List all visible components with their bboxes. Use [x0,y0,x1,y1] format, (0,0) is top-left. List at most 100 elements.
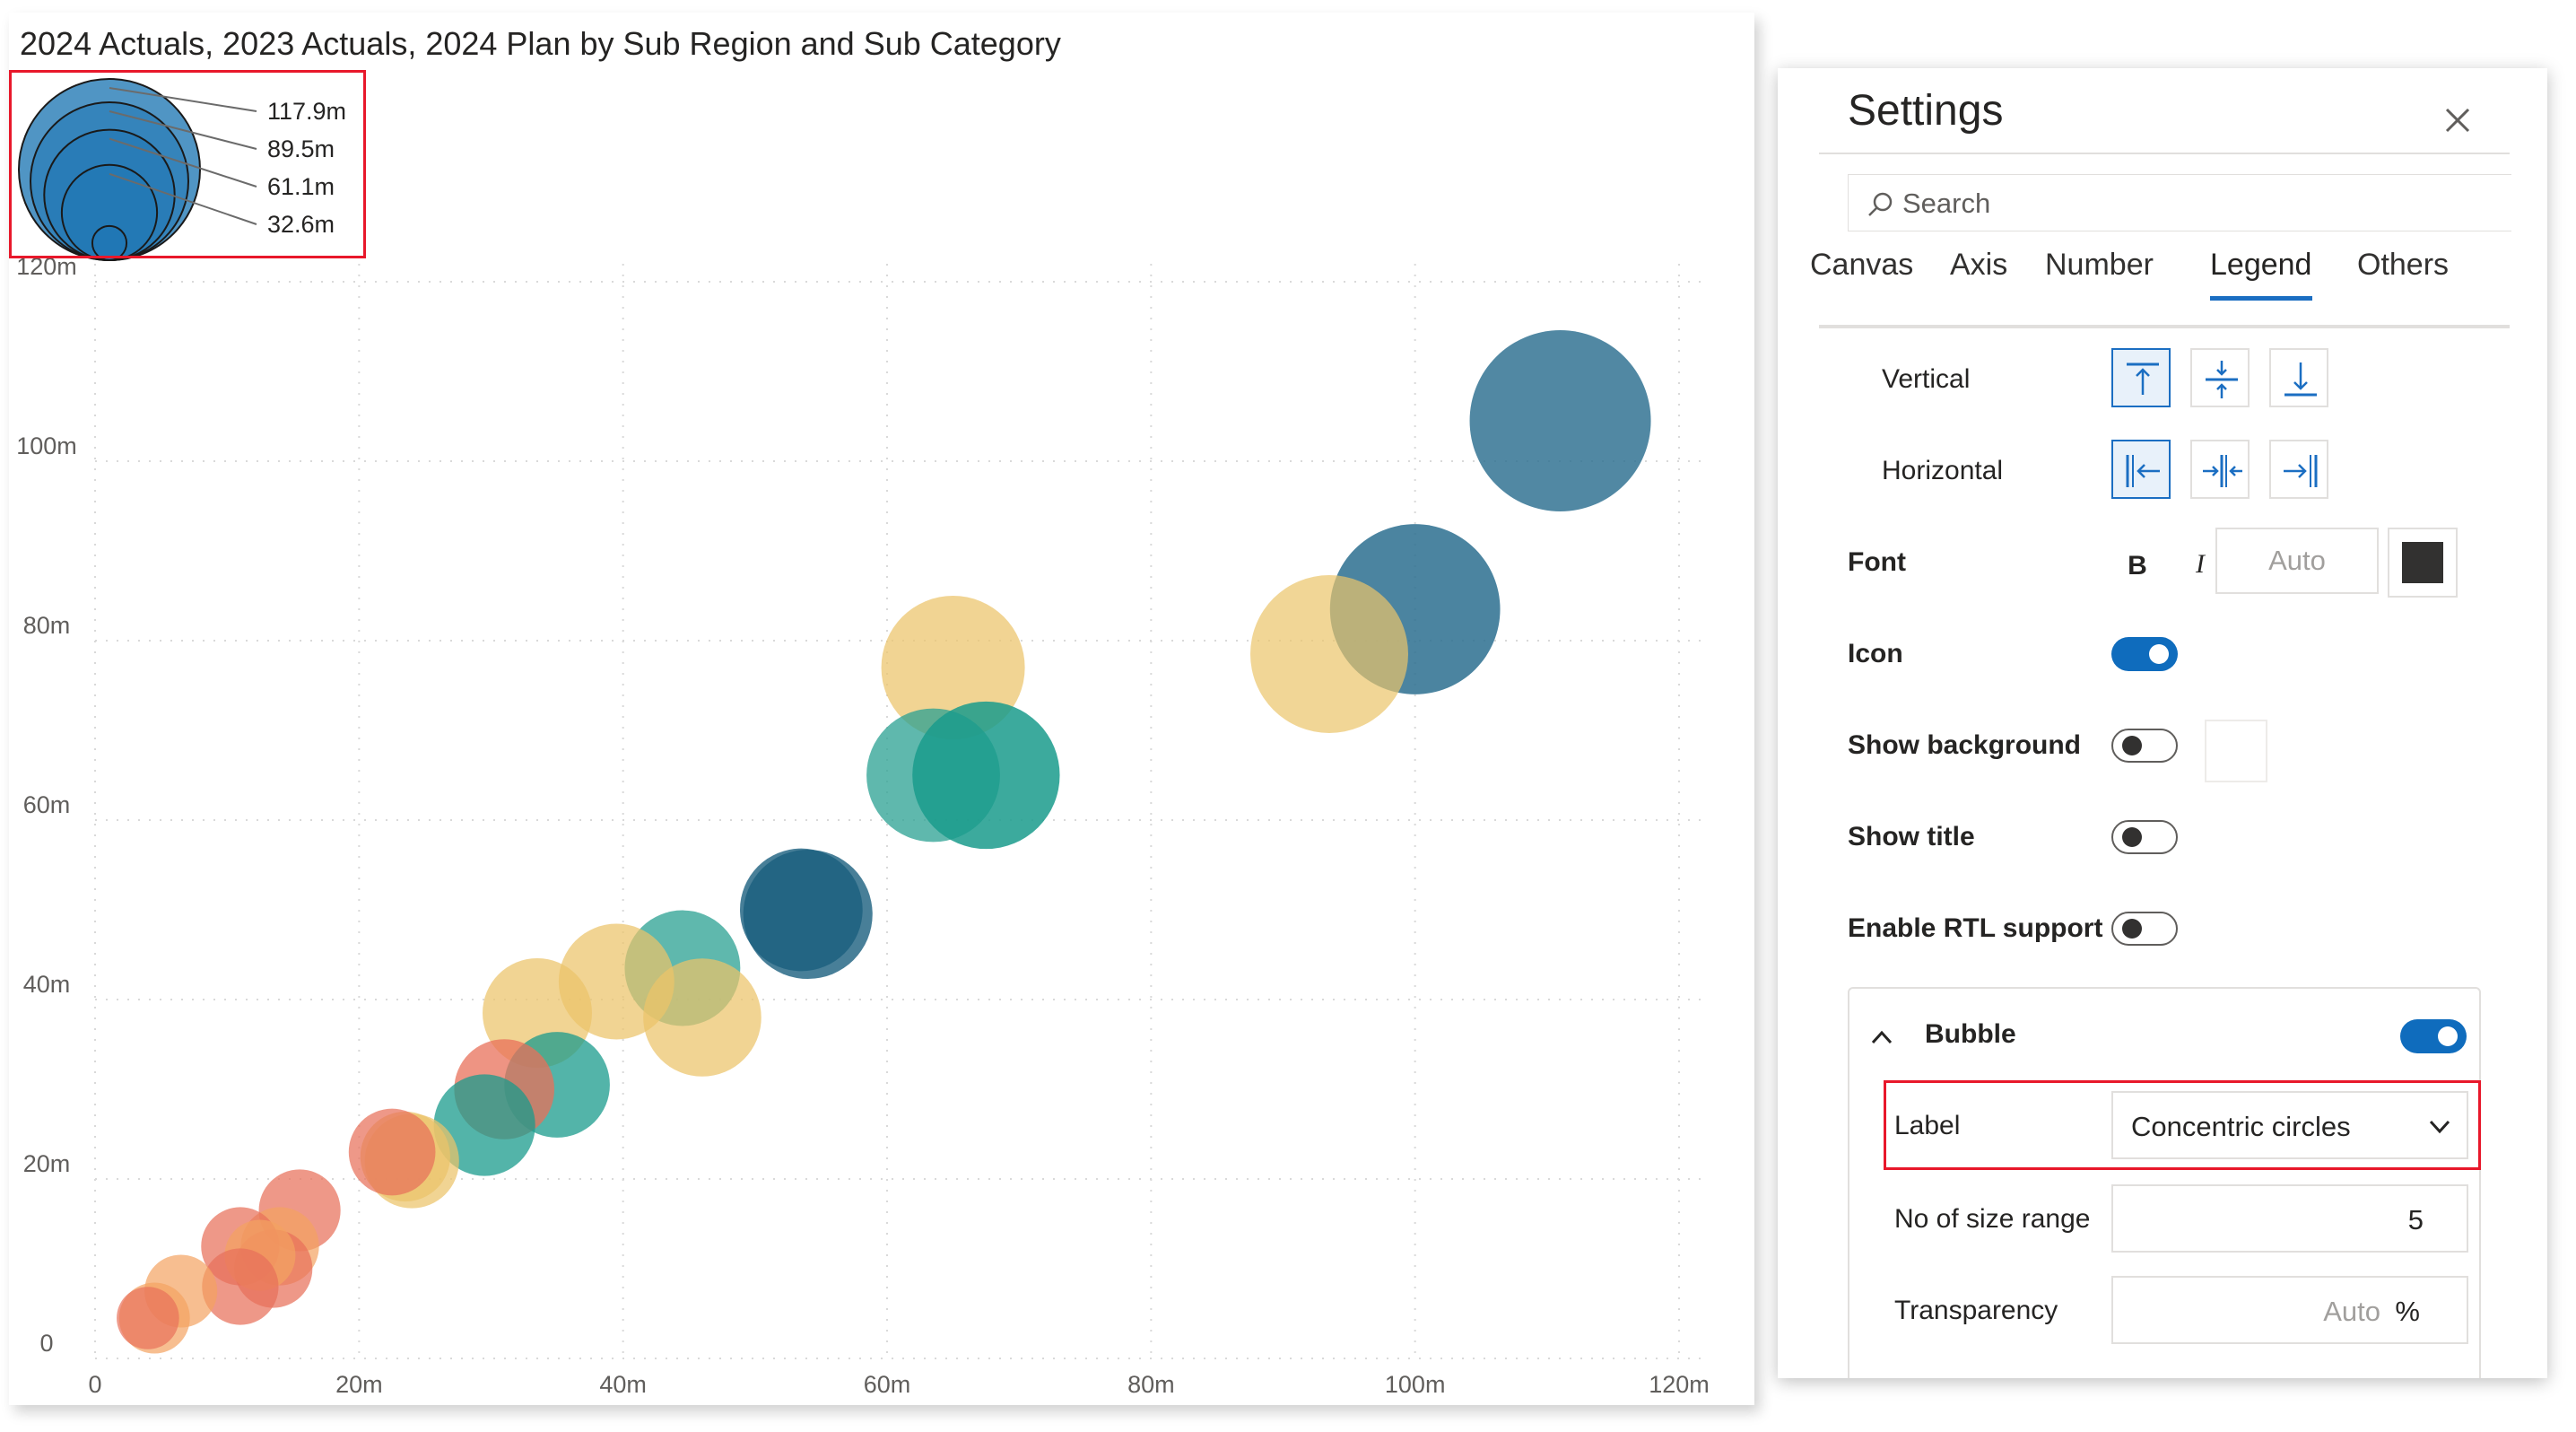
y-tick-label: 40m [23,971,71,998]
tab-legend[interactable]: Legend [2210,248,2312,282]
label-field-label: Label [1894,1111,1961,1140]
align-top-button[interactable] [2111,348,2171,407]
label-select[interactable]: Concentric circles [2111,1091,2468,1159]
tab-canvas[interactable]: Canvas [1810,248,1914,282]
show-title-label: Show title [1848,822,1975,851]
icon-label: Icon [1848,639,1903,668]
close-icon [2445,108,2470,133]
font-size-input[interactable] [2215,528,2379,594]
legend-label: 32.6m [267,211,335,238]
active-tab-indicator [2210,296,2312,301]
toggle-knob [2438,1026,2458,1046]
toggle-knob [2149,644,2169,664]
x-tick-label: 20m [335,1371,383,1398]
align-bottom-icon [2284,362,2317,397]
size-range-input[interactable]: 5 [2111,1184,2468,1253]
close-button[interactable] [2441,104,2474,136]
legend-label: 89.5m [267,135,335,162]
align-center-icon [2203,455,2242,487]
align-left-button[interactable] [2111,440,2171,499]
align-left-icon [2126,455,2160,487]
bubble [202,1248,279,1325]
size-range-label: No of size range [1894,1204,2091,1234]
bubble [117,1287,179,1349]
toggle-knob [2122,736,2142,755]
legend-label: 117.9m [267,98,346,125]
bubble [643,958,761,1077]
y-tick-label: 120m [16,253,77,280]
settings-title: Settings [1848,87,2004,135]
font-label: Font [1848,547,1906,577]
transparency-value: Auto [2323,1296,2380,1327]
axis-layer: 0 20m 40m 60m 80m 100m 120m 0 20m 40m 60m 80m 100m 12… [16,253,1710,1398]
chevron-down-icon [2429,1120,2450,1134]
legend-circle [91,224,128,262]
legend-label: 61.1m [267,173,335,200]
bubble [1250,575,1409,733]
size-legend: 117.9m 89.5m 61.1m 32.6m [18,78,346,262]
legend-leader-line [109,137,257,188]
font-color-picker[interactable] [2388,528,2458,598]
y-tick-label: 80m [23,612,71,639]
label-select-value: Concentric circles [2131,1111,2351,1142]
align-middle-button[interactable] [2190,348,2250,407]
y-tick-label: 20m [23,1150,71,1177]
legend-leader-line [109,110,257,150]
bubble [433,1074,535,1176]
italic-button[interactable]: I [2196,549,2205,579]
x-tick-label: 120m [1649,1371,1710,1398]
search-input[interactable] [1901,182,2442,225]
legend-leader-line [109,87,257,112]
icon-toggle[interactable] [2111,637,2178,671]
bubble [348,1108,436,1196]
bubble-toggle[interactable] [2400,1019,2467,1053]
enable-rtl-toggle[interactable] [2111,912,2178,946]
chart-title: 2024 Actuals, 2023 Actuals, 2024 Plan by… [20,25,1061,62]
tab-axis[interactable]: Axis [1950,248,2008,282]
transparency-label: Transparency [1894,1296,2058,1325]
y-tick-label: 60m [23,791,71,818]
bold-button[interactable]: B [2128,551,2147,581]
bubble-chart: 0 20m 40m 60m 80m 100m 120m 0 20m 40m 60m 80m 100m 12… [16,78,1710,1398]
background-color-picker[interactable] [2205,720,2267,782]
align-center-button[interactable] [2190,440,2250,499]
chevron-up-icon[interactable] [1869,1025,1894,1050]
chart-card: 2024 Actuals, 2023 Actuals, 2024 Plan by… [9,13,1754,1405]
bubble [739,848,863,972]
align-right-icon [2284,455,2318,487]
align-right-button[interactable] [2269,440,2328,499]
horizontal-label: Horizontal [1882,456,2004,485]
bubble-section-label: Bubble [1925,1019,2016,1049]
label-row-highlight [1884,1080,2481,1170]
header-divider [1819,153,2510,154]
tab-others[interactable]: Others [2357,248,2450,282]
settings-panel: Settings Canvas Axis Number Legend Other… [1778,68,2547,1378]
transparency-unit: % [2395,1296,2420,1327]
show-title-toggle[interactable] [2111,820,2178,854]
font-color-swatch [2402,542,2443,583]
toggle-knob [2122,827,2142,847]
align-middle-icon [2206,361,2238,398]
enable-rtl-label: Enable RTL support [1848,913,2103,943]
show-background-toggle[interactable] [2111,729,2178,763]
bubble [1469,330,1651,511]
tabs-divider [1819,325,2510,328]
tab-number[interactable]: Number [2045,248,2154,282]
legend-leader-line [109,172,257,225]
search-box[interactable] [1848,174,2511,231]
bubble-layer [117,330,1651,1354]
toggle-knob [2122,919,2142,939]
align-bottom-button[interactable] [2269,348,2328,407]
size-range-value: 5 [2407,1204,2424,1236]
x-tick-label: 60m [864,1371,911,1398]
show-background-label: Show background [1848,730,2082,760]
y-tick-label: 100m [16,432,77,459]
x-tick-label: 0 [88,1371,101,1398]
transparency-input[interactable]: Auto % [2111,1276,2468,1344]
bubble-section: Bubble Label Concentric circles No of si… [1848,987,2481,1378]
bubble [912,701,1060,850]
x-tick-label: 80m [1127,1371,1175,1398]
x-tick-label: 100m [1385,1371,1446,1398]
search-icon [1868,192,1893,216]
y-tick-label: 0 [39,1330,53,1357]
